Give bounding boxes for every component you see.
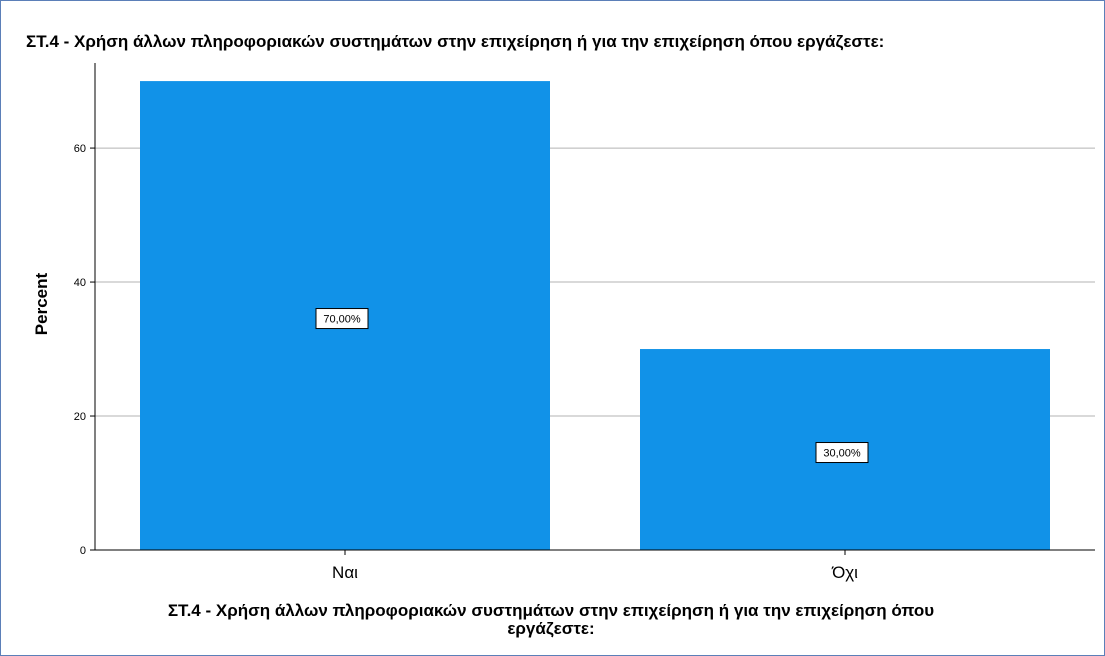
y-tick-label: 20 (74, 411, 86, 423)
data-label: 30,00% (823, 448, 861, 460)
data-label: 70,00% (323, 314, 361, 326)
y-axis-label: Percent (32, 272, 51, 335)
y-tick-label: 40 (74, 277, 86, 289)
x-axis-label: ΣΤ.4 - Χρήση άλλων πληροφοριακών συστημά… (167, 601, 935, 638)
data-label-box (815, 442, 869, 464)
y-tick-label: 60 (74, 143, 86, 155)
x-tick-label: Όχι (831, 563, 858, 582)
y-tick-label: 0 (80, 545, 86, 557)
bars: 70,00% 30,00% (140, 81, 1050, 550)
data-label-box (315, 308, 369, 330)
x-tick-label: Ναι (332, 563, 358, 582)
tick-labels: 0 20 40 60 Ναι Όχι (74, 143, 858, 582)
axes (90, 63, 1095, 555)
chart-title: ΣΤ.4 - Χρήση άλλων πληροφοριακών συστημά… (26, 32, 885, 51)
